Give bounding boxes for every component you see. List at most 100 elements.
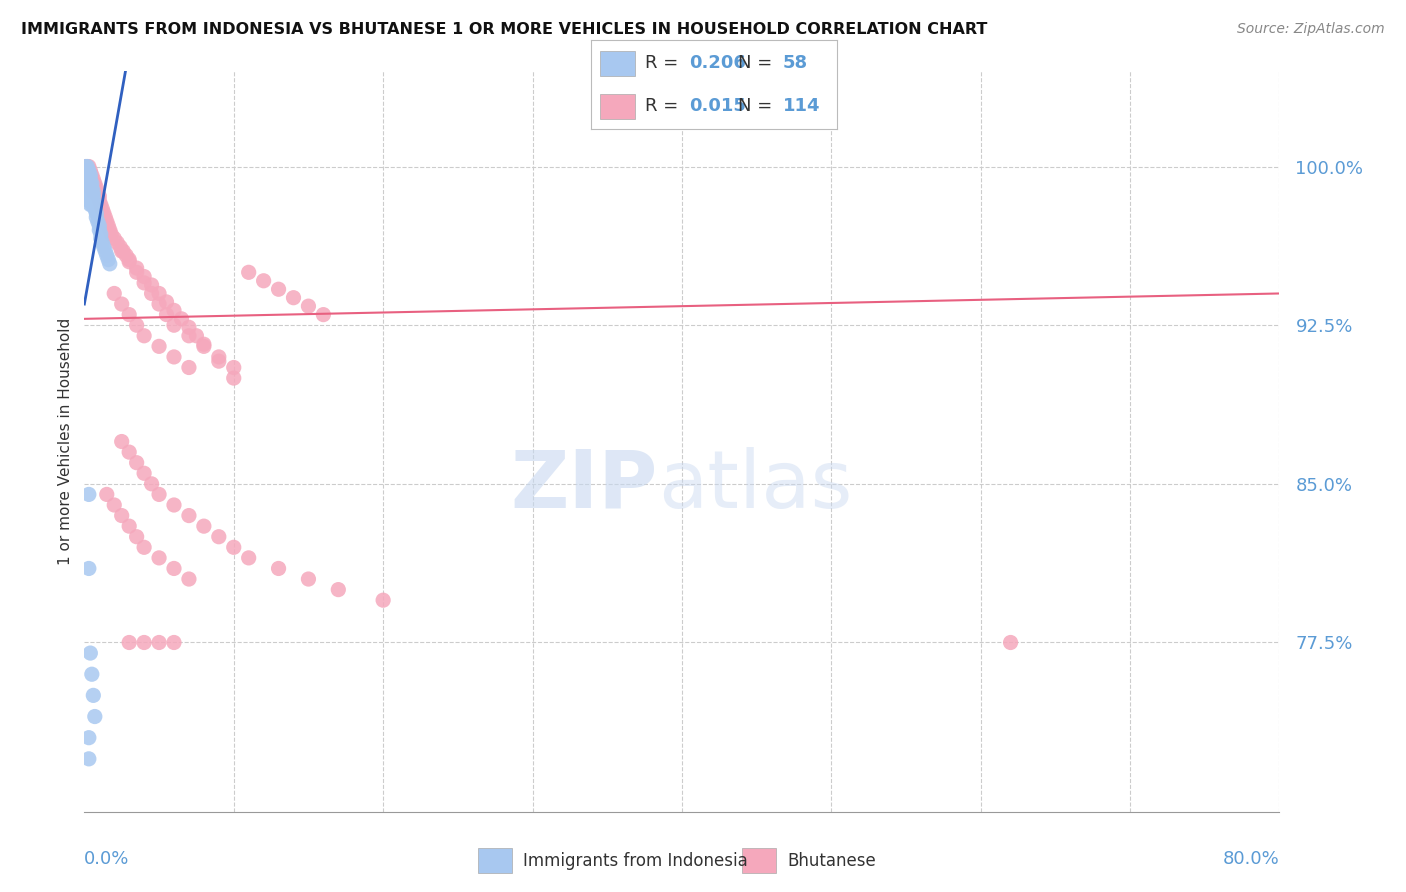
Point: [83, 177, 105, 191]
Point: [75, 163, 97, 178]
Point: [148, 487, 170, 501]
Point: [77, 172, 100, 186]
Point: [96, 248, 118, 262]
Point: [132, 635, 156, 649]
Point: [86, 211, 108, 225]
Point: [82, 189, 104, 203]
Point: [89, 219, 111, 233]
Point: [125, 318, 148, 333]
Text: atlas: atlas: [658, 447, 852, 525]
Point: [83, 709, 105, 723]
Point: [97, 252, 120, 267]
Point: [79, 163, 101, 178]
Point: [80, 185, 103, 199]
Point: [80, 177, 103, 191]
Point: [118, 519, 141, 533]
Point: [297, 572, 319, 586]
Point: [79, 177, 101, 191]
Point: [79, 168, 101, 182]
Point: [76, 172, 98, 186]
Point: [141, 286, 163, 301]
Text: ZIP: ZIP: [510, 447, 658, 525]
Text: 80.0%: 80.0%: [1223, 850, 1279, 868]
Point: [267, 282, 290, 296]
Point: [82, 177, 104, 191]
Point: [76, 163, 98, 178]
Point: [79, 189, 101, 203]
Point: [80, 197, 103, 211]
Point: [222, 360, 245, 375]
Point: [103, 286, 125, 301]
Point: [80, 180, 103, 194]
Point: [110, 240, 132, 254]
Point: [87, 214, 110, 228]
Point: [193, 337, 215, 351]
Text: 0.0%: 0.0%: [84, 850, 129, 868]
Point: [79, 197, 101, 211]
Point: [283, 291, 305, 305]
Point: [76, 160, 98, 174]
Point: [177, 320, 200, 334]
Point: [118, 308, 141, 322]
Point: [118, 252, 141, 267]
Text: N =: N =: [738, 97, 778, 115]
Point: [77, 177, 100, 191]
Point: [76, 177, 98, 191]
Point: [163, 318, 186, 333]
Point: [76, 168, 98, 182]
Point: [97, 219, 120, 233]
Point: [83, 197, 105, 211]
Point: [90, 231, 112, 245]
Point: [87, 189, 110, 203]
Point: [155, 308, 177, 322]
Point: [132, 276, 156, 290]
Point: [80, 168, 103, 182]
Point: [77, 177, 100, 191]
Point: [80, 667, 103, 681]
Text: R =: R =: [644, 54, 683, 72]
Point: [89, 194, 111, 208]
Point: [77, 185, 100, 199]
Bar: [600, 51, 636, 76]
Text: R =: R =: [644, 97, 683, 115]
Point: [76, 172, 98, 186]
Point: [111, 434, 134, 449]
Point: [77, 487, 100, 501]
Point: [96, 487, 118, 501]
Point: [118, 254, 141, 268]
Point: [100, 227, 122, 242]
Text: 0.206: 0.206: [689, 54, 745, 72]
Point: [328, 582, 350, 597]
Point: [82, 689, 104, 703]
Point: [82, 185, 104, 199]
Point: [80, 194, 103, 208]
Point: [82, 180, 104, 194]
Point: [93, 240, 115, 254]
Point: [148, 286, 170, 301]
Point: [83, 185, 105, 199]
Point: [125, 530, 148, 544]
Point: [77, 731, 100, 745]
Point: [155, 294, 177, 309]
Point: [80, 177, 103, 191]
Text: 114: 114: [782, 97, 820, 115]
Point: [111, 244, 134, 259]
Point: [75, 168, 97, 182]
Point: [75, 160, 97, 174]
Point: [83, 202, 105, 216]
Text: 0.015: 0.015: [689, 97, 745, 115]
Point: [89, 223, 111, 237]
Point: [373, 593, 395, 607]
Point: [86, 206, 108, 220]
Point: [267, 561, 290, 575]
Point: [93, 206, 115, 220]
Point: [79, 172, 101, 186]
Text: N =: N =: [738, 54, 778, 72]
Point: [177, 360, 200, 375]
Point: [208, 350, 231, 364]
Point: [238, 265, 260, 279]
Point: [312, 308, 335, 322]
Point: [80, 172, 103, 186]
Point: [208, 530, 231, 544]
Point: [98, 257, 121, 271]
